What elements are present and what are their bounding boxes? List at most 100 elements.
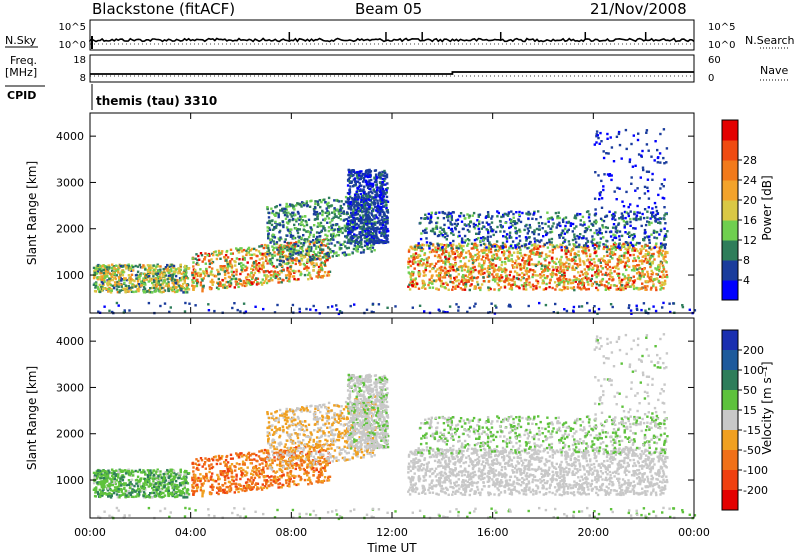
power-cell	[291, 205, 295, 208]
power-cell	[525, 279, 528, 282]
power-cell	[493, 245, 496, 248]
power-cell	[300, 220, 303, 224]
power-cell	[202, 277, 205, 280]
power-cell	[423, 252, 427, 255]
power-cell	[281, 207, 284, 211]
power-cell	[167, 271, 170, 274]
power-cell	[253, 253, 256, 256]
power-cell	[376, 236, 379, 239]
power-cell	[556, 216, 559, 220]
power-cell	[370, 235, 374, 239]
power-cell	[226, 261, 229, 264]
power-cell	[489, 287, 492, 291]
power-cell	[661, 249, 665, 253]
power-cell	[646, 273, 650, 276]
power-cell	[351, 225, 354, 229]
power-cell	[253, 247, 256, 251]
power-cell	[650, 286, 653, 289]
power-cell	[459, 212, 463, 215]
power-cell	[477, 215, 480, 218]
power-cell	[556, 215, 560, 218]
power-cell	[223, 256, 226, 259]
power-cell	[511, 260, 515, 263]
power-cell	[297, 249, 300, 252]
power-cell	[134, 274, 138, 277]
power-cell	[332, 250, 335, 253]
power-cell	[562, 220, 565, 223]
power-cell	[374, 193, 377, 197]
power-cell	[358, 240, 361, 244]
power-cell	[646, 280, 649, 283]
power-cell	[611, 266, 614, 269]
power-cell	[505, 279, 508, 282]
power-cell	[180, 276, 183, 280]
power-cell	[578, 280, 581, 283]
power-cell	[587, 249, 591, 252]
power-cell	[289, 235, 293, 238]
power-cell	[555, 285, 558, 288]
nave-label: Nave	[760, 64, 788, 77]
power-cell	[573, 275, 576, 278]
power-cell	[143, 265, 146, 268]
power-cell	[265, 259, 268, 262]
power-cell	[504, 235, 507, 239]
power-cell	[469, 284, 472, 287]
power-cell	[327, 196, 331, 200]
power-cell	[366, 186, 370, 189]
power-cell	[193, 275, 197, 278]
power-cell	[326, 242, 329, 246]
power-cell	[227, 275, 231, 279]
power-cell	[195, 253, 198, 256]
power-cell	[604, 265, 608, 269]
power-cell	[481, 250, 484, 253]
power-cell	[472, 242, 475, 246]
power-cell	[149, 268, 152, 272]
power-cell	[563, 286, 567, 289]
power-cell	[352, 201, 356, 204]
power-cell	[316, 225, 319, 228]
power-cell	[566, 286, 569, 289]
power-cell	[365, 235, 368, 238]
power-cell	[566, 268, 569, 272]
power-cell	[456, 222, 459, 226]
power-cell	[119, 289, 122, 292]
power-cell	[358, 218, 361, 221]
power-cell	[235, 273, 238, 276]
power-cell	[438, 259, 441, 263]
power-cell	[316, 257, 319, 261]
power-cell	[476, 244, 479, 247]
power-cell	[350, 169, 353, 172]
power-cell	[413, 279, 417, 282]
power-cell	[102, 268, 105, 272]
power-cell	[339, 247, 342, 250]
power-cell	[486, 235, 490, 239]
power-cell	[590, 283, 594, 286]
power-cell	[409, 275, 412, 278]
power-cell	[496, 215, 499, 218]
power-cell	[235, 257, 239, 260]
power-cell	[192, 276, 195, 280]
power-cell	[129, 288, 133, 292]
power-cell	[439, 256, 442, 259]
power-cell	[620, 246, 623, 249]
power-cell	[539, 245, 542, 248]
power-cell	[499, 247, 502, 251]
power-cell	[591, 266, 595, 269]
power-cell	[442, 251, 445, 255]
power-cell	[450, 223, 454, 226]
power-cell	[370, 206, 373, 210]
power-cell	[640, 287, 643, 290]
power-cell	[459, 260, 462, 263]
power-cell	[592, 238, 596, 241]
power-cell	[443, 230, 446, 233]
power-cell	[187, 288, 191, 291]
power-cell	[657, 279, 661, 283]
power-cell	[537, 221, 541, 225]
power-cell	[578, 286, 582, 289]
power-cell	[586, 272, 589, 276]
power-cell	[125, 289, 128, 292]
power-cell	[154, 272, 158, 275]
power-cell	[207, 252, 211, 256]
power-cell	[170, 270, 173, 273]
power-cell	[305, 221, 308, 224]
